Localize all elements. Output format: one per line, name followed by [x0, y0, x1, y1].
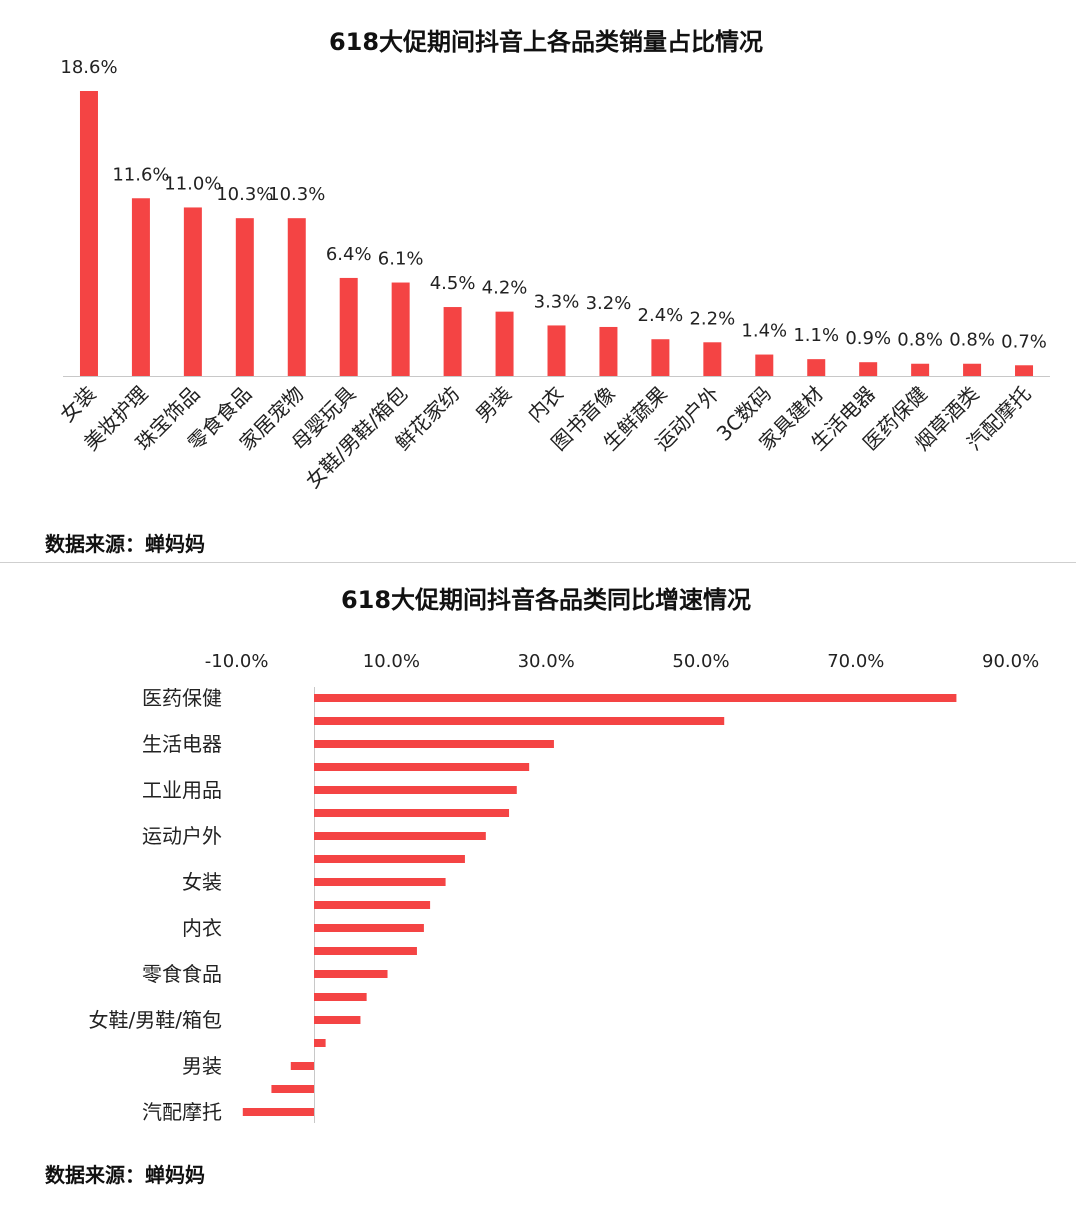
growth-chart: 618大促期间抖音各品类同比增速情况 -10.0% 10.0% 30.0% 50.0% 7…	[89, 586, 1040, 1124]
bar	[314, 1039, 326, 1047]
category-label: 女装	[55, 382, 100, 427]
bar	[963, 363, 982, 376]
bar	[314, 809, 510, 817]
category-label: 男装	[471, 382, 516, 427]
category-label: 女装	[182, 870, 222, 894]
source-note: 数据来源：蝉妈妈	[45, 532, 205, 556]
bar	[290, 1062, 314, 1070]
sales-share-chart: 618大促期间抖音上各品类销量占比情况18.6%女装11.6%美妆护理11.0%…	[55, 28, 1050, 493]
data-label: 18.6%	[60, 57, 117, 78]
data-label: 11.6%	[112, 164, 169, 185]
data-label: 4.5%	[430, 273, 476, 294]
bar	[314, 694, 957, 702]
bar	[495, 311, 514, 376]
bar	[314, 947, 417, 955]
bar	[271, 1085, 314, 1093]
data-label: 3.2%	[586, 293, 632, 314]
chart-title: 618大促期间抖音各品类同比增速情况	[341, 586, 751, 614]
bar	[547, 325, 566, 376]
data-label: 2.2%	[689, 308, 735, 329]
data-label: 0.8%	[897, 330, 943, 351]
bar	[287, 218, 306, 376]
data-label: 2.4%	[638, 305, 684, 326]
category-label: 内衣	[182, 916, 222, 940]
category-label: 内衣	[523, 382, 568, 427]
bar	[314, 878, 446, 886]
bar	[314, 924, 424, 932]
category-label: 汽配摩托	[142, 1100, 222, 1124]
bar	[314, 970, 388, 978]
data-label: 11.0%	[164, 173, 221, 194]
category-label: 零食食品	[142, 962, 222, 986]
category-label: 女鞋/男鞋/箱包	[89, 1008, 222, 1032]
bar	[703, 342, 722, 376]
growth-panel: 618大促期间抖音各品类同比增速情况 -10.0% 10.0% 30.0% 50.0% 7…	[0, 563, 1076, 1208]
bar	[599, 326, 618, 376]
data-label: 0.8%	[949, 330, 995, 351]
x-tick-label: 10.0%	[363, 651, 420, 672]
x-tick-label: 90.0%	[982, 651, 1039, 672]
x-tick-label: -10.0%	[205, 651, 269, 672]
bar	[651, 339, 670, 376]
bar	[314, 763, 530, 771]
data-label: 0.7%	[1001, 331, 1047, 352]
bar	[314, 832, 486, 840]
bar	[314, 717, 725, 725]
bar	[314, 1016, 361, 1024]
bar	[314, 855, 465, 863]
source-note-2: 数据来源：蝉妈妈	[45, 1163, 205, 1187]
data-label: 6.1%	[378, 249, 424, 270]
bar	[79, 91, 98, 376]
bar	[443, 307, 462, 376]
bar	[131, 198, 150, 376]
data-label: 1.4%	[741, 321, 787, 342]
bar	[755, 354, 774, 376]
bar	[911, 363, 930, 376]
data-label: 4.2%	[482, 278, 528, 299]
x-tick-label: 30.0%	[518, 651, 575, 672]
bar	[235, 218, 254, 376]
bar	[807, 359, 826, 376]
category-label: 运动户外	[142, 824, 222, 848]
data-label: 6.4%	[326, 244, 372, 265]
bar	[859, 362, 878, 376]
x-tick-label: 70.0%	[827, 651, 884, 672]
bar	[391, 282, 410, 376]
bar	[314, 740, 554, 748]
data-label: 0.9%	[845, 328, 891, 349]
data-label: 1.1%	[793, 325, 839, 346]
bar	[314, 786, 517, 794]
x-tick-label: 50.0%	[672, 651, 729, 672]
chart-title: 618大促期间抖音上各品类销量占比情况	[329, 28, 763, 56]
category-label: 工业用品	[142, 778, 222, 802]
bar	[242, 1108, 314, 1116]
category-label: 医药保健	[142, 686, 222, 710]
data-label: 3.3%	[534, 291, 580, 312]
bar	[183, 207, 202, 376]
category-label: 生活电器	[142, 732, 222, 756]
bar	[1015, 365, 1034, 376]
bar	[314, 901, 431, 909]
category-label: 男装	[182, 1054, 222, 1078]
data-label: 10.3%	[216, 184, 273, 205]
bar	[339, 277, 358, 376]
data-label: 10.3%	[268, 184, 325, 205]
bar	[314, 993, 367, 1001]
sales-share-panel: 618大促期间抖音上各品类销量占比情况 18.6% 女装 11.6% 美妆护理 11.0%…	[0, 0, 1076, 563]
